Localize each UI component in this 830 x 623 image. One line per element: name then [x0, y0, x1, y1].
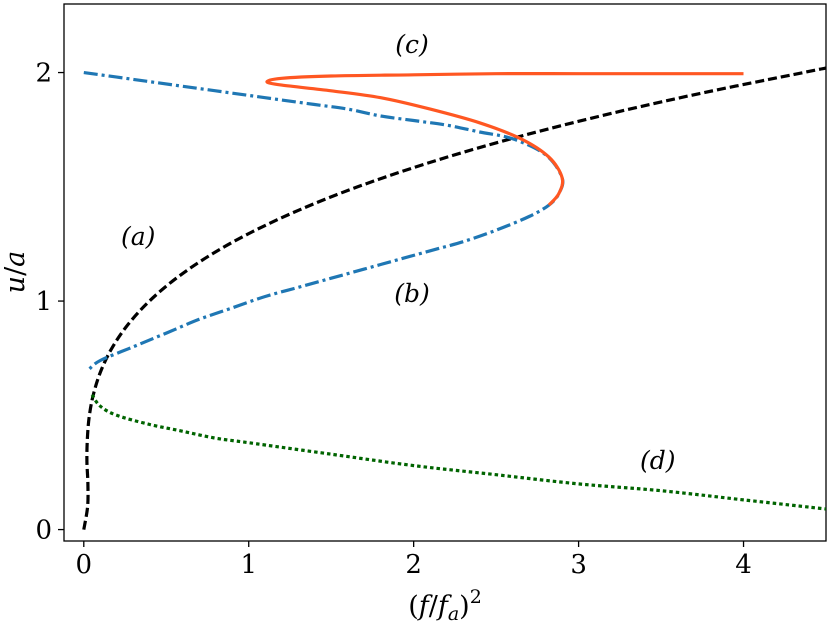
- y-tick-label: 2: [35, 59, 52, 89]
- plot-frame: [63, 3, 827, 542]
- series-a-line: [82, 66, 826, 530]
- series-b-line: [83, 71, 565, 371]
- tick-layer: 0 1 2 3 4 0 1 2: [35, 59, 751, 580]
- series-d-line: [90, 393, 826, 511]
- series-c-line: [265, 72, 744, 207]
- curve-label: (b): [394, 279, 430, 308]
- series-layer: [82, 66, 826, 530]
- x-tick-label: 1: [240, 550, 257, 580]
- x-tick-label: 0: [76, 550, 93, 580]
- x-axis-label: (f/fa)2: [408, 586, 482, 623]
- curve-label: (a): [121, 222, 155, 251]
- x-tick-label: 4: [735, 550, 752, 580]
- x-tick-label: 3: [570, 550, 587, 580]
- x-tick-label: 2: [405, 550, 422, 580]
- curve-label: (d): [640, 446, 676, 475]
- y-tick-label: 0: [35, 516, 52, 546]
- annotation-layer: (a) (b) (c) (d): [121, 30, 676, 475]
- y-tick-label: 1: [35, 287, 52, 317]
- curve-label: (c): [395, 30, 429, 59]
- y-axis-label: u/a: [0, 251, 31, 294]
